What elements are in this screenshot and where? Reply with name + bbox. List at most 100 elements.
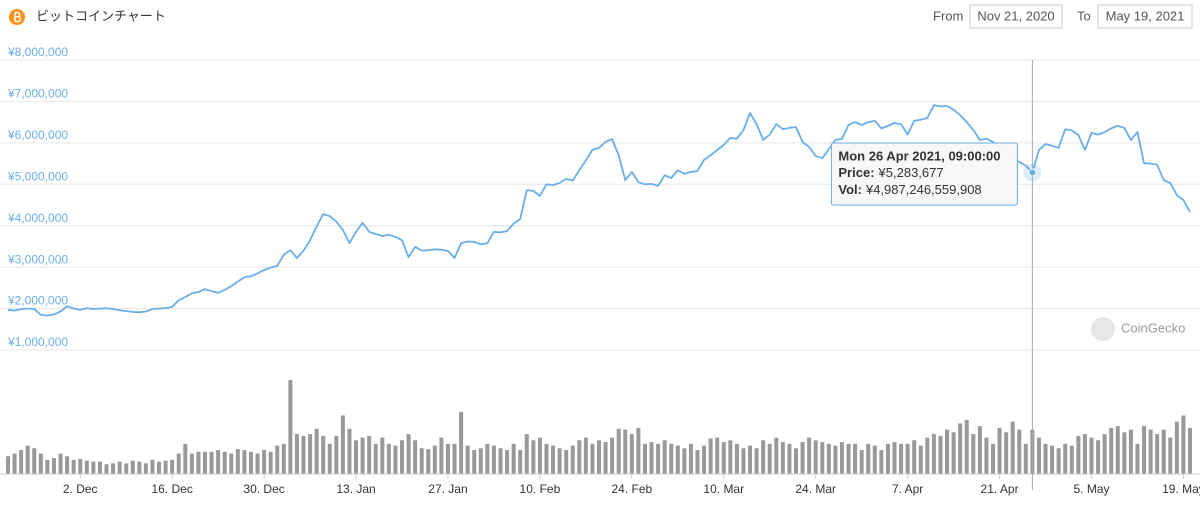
volume-bar (656, 443, 661, 474)
volume-bar (1181, 415, 1186, 474)
volume-bar (754, 448, 759, 474)
volume-bar (275, 445, 280, 474)
x-tick-label: 21. Apr (981, 482, 1019, 496)
volume-bar (1036, 437, 1041, 474)
volume-bar (820, 442, 825, 474)
volume-bar (675, 445, 680, 474)
x-tick-label: 30. Dec (243, 482, 284, 496)
volume-bar (741, 448, 746, 474)
volume-bar (1089, 437, 1094, 474)
y-tick-label: ¥3,000,000 (7, 252, 68, 266)
volume-bar (748, 445, 753, 474)
volume-bar (564, 450, 569, 474)
volume-bar (931, 434, 936, 474)
volume-bar (176, 453, 181, 474)
volume-bar (321, 435, 326, 474)
x-tick-label: 19. May (1162, 482, 1200, 496)
volume-bar (360, 437, 365, 474)
y-tick-label: ¥1,000,000 (7, 335, 68, 349)
volume-bar (892, 442, 897, 474)
volume-bar (524, 434, 529, 474)
volume-bar (393, 445, 398, 474)
volume-bar (551, 445, 556, 474)
volume-bar (294, 434, 299, 474)
volume-bar (702, 445, 707, 474)
volume-bar (715, 437, 720, 474)
volume-bar (997, 427, 1002, 474)
volume-bar (314, 428, 319, 474)
volume-bar (268, 451, 273, 474)
volume-bar (1122, 432, 1127, 474)
volume-bar (6, 456, 10, 474)
volume-bar (833, 445, 838, 474)
tooltip-price-label: Price: (838, 165, 874, 180)
volume-bar (938, 435, 943, 474)
volume-bar (485, 443, 490, 474)
volume-bar (623, 429, 628, 474)
tooltip-date: Mon 26 Apr 2021, 09:00:00 (838, 148, 1000, 163)
volume-bar (1135, 443, 1140, 474)
y-tick-label: ¥7,000,000 (7, 87, 68, 101)
volume-bar (1023, 443, 1028, 474)
volume-bar (97, 461, 102, 474)
volume-bar (905, 443, 910, 474)
volume-bar (84, 460, 89, 474)
watermark: CoinGecko (1121, 320, 1185, 335)
volume-bar (465, 445, 470, 474)
volume-bar (432, 445, 437, 474)
tooltip-vol-value: ¥4,987,246,559,908 (865, 182, 982, 197)
volume-bar (196, 451, 201, 474)
volume-bar (1148, 429, 1153, 474)
y-tick-label: ¥2,000,000 (7, 294, 68, 308)
y-tick-label: ¥4,000,000 (7, 211, 68, 225)
volume-bar (518, 450, 523, 474)
volume-bar (945, 429, 950, 474)
volume-bar (124, 463, 129, 474)
volume-bar (1004, 432, 1009, 474)
volume-bar (406, 434, 411, 474)
volume-bar (32, 448, 37, 474)
volume-bar (1109, 427, 1114, 474)
to-input[interactable] (1097, 4, 1193, 29)
tooltip-price-value: ¥5,283,677 (878, 165, 944, 180)
volume-bar (209, 451, 214, 474)
to-date[interactable]: May 19, 2021 (1106, 8, 1185, 23)
volume-bar (327, 443, 332, 474)
volume-bar (780, 442, 785, 474)
x-tick-label: 16. Dec (151, 482, 192, 496)
volume-bar (65, 456, 70, 474)
volume-bar (104, 464, 109, 474)
y-tick-label: ¥6,000,000 (7, 128, 68, 142)
volume-bar (150, 459, 155, 474)
volume-bar (1069, 445, 1074, 474)
volume-bar (531, 440, 536, 474)
x-tick-label: 10. Feb (520, 482, 561, 496)
volume-bar (25, 445, 30, 474)
volume-bar (400, 440, 404, 474)
volume-bar (288, 380, 293, 474)
volume-bar (45, 459, 50, 474)
from-input[interactable] (969, 4, 1063, 29)
volume-bar (301, 435, 306, 474)
volume-bar (58, 453, 63, 474)
volume-bar (570, 445, 575, 474)
volume-bar (708, 438, 713, 474)
volume-bar (636, 427, 641, 474)
volume-bar (971, 434, 976, 474)
volume-bar (1063, 443, 1068, 474)
to-label: To (1077, 8, 1091, 23)
volume-bar (774, 437, 779, 474)
volume-bar (334, 435, 339, 474)
volume-bar (918, 445, 923, 474)
volume-bar (662, 440, 667, 474)
volume-bar (413, 440, 418, 474)
volume-bar (1168, 437, 1173, 474)
volume-bar (505, 450, 510, 474)
volume-bar (183, 443, 188, 474)
from-date[interactable]: Nov 21, 2020 (977, 8, 1054, 23)
volume-bar (839, 442, 844, 474)
volume-bar (859, 450, 864, 474)
volume-bar (1050, 445, 1055, 474)
volume-bar (117, 461, 122, 474)
